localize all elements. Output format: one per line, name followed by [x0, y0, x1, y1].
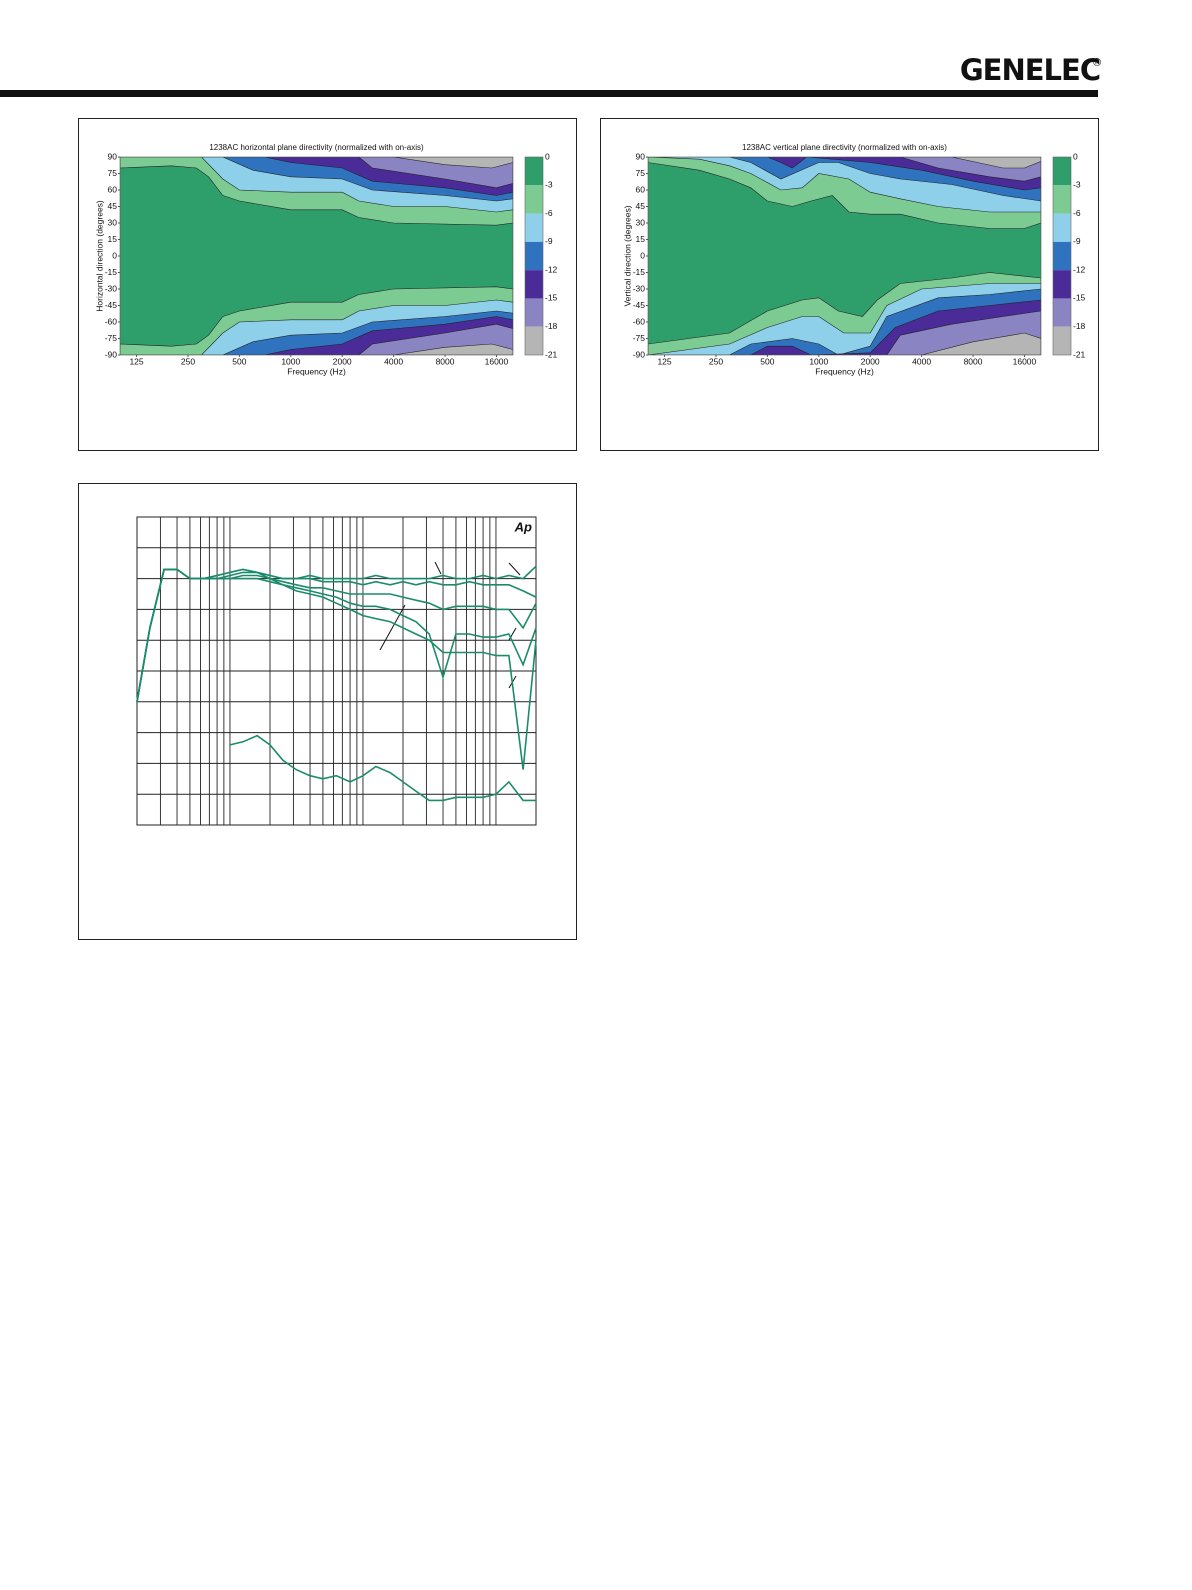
x-tick-label: 4000 [912, 356, 931, 366]
colorbar-label: -9 [1073, 236, 1081, 246]
panel [600, 118, 1099, 451]
colorbar-swatch [525, 241, 543, 271]
y-tick-label: 90 [108, 151, 118, 161]
x-tick-label: 125 [129, 356, 143, 366]
colorbar-label: -18 [545, 321, 558, 331]
y-tick-label: -60 [105, 316, 118, 326]
colorbar-frame [524, 156, 544, 356]
y-tick-label: -30 [633, 283, 646, 293]
colorbar-swatch [525, 270, 543, 299]
y-tick-label: -75 [633, 333, 646, 343]
x-axis-label: Frequency (Hz) [287, 366, 346, 376]
colorbar-label: -6 [1073, 208, 1081, 218]
chart-title: 1238AC horizontal plane directivity (nor… [209, 143, 424, 152]
colorbar-swatch [1053, 326, 1071, 355]
y-tick-label: 60 [108, 184, 118, 194]
colorbar-swatch [525, 326, 543, 355]
x-tick-label: 250 [181, 356, 195, 366]
x-tick-label: 4000 [384, 356, 403, 366]
colorbar-swatch [1053, 157, 1071, 186]
colorbar-label: 0 [1073, 151, 1078, 161]
x-tick-label: 16000 [485, 356, 509, 366]
colorbar-label: -3 [1073, 180, 1081, 190]
chart-title: 1238AC vertical plane directivity (norma… [742, 143, 947, 152]
x-tick-label: 8000 [964, 356, 983, 366]
colorbar-swatch [1053, 241, 1071, 271]
colorbar-label: -18 [1073, 321, 1086, 331]
colorbar-frame [1052, 156, 1072, 356]
y-tick-label: -15 [105, 267, 118, 277]
response-line [136, 568, 537, 770]
x-tick-label: 125 [657, 356, 671, 366]
header-rule [0, 90, 1098, 97]
colorbar-swatch [525, 213, 543, 242]
x-tick-label: 16000 [1013, 356, 1037, 366]
x-axis-label: Frequency (Hz) [815, 366, 874, 376]
y-tick-label: -15 [633, 267, 646, 277]
colorbar-swatch [525, 157, 543, 186]
colorbar-swatch [1053, 213, 1071, 242]
y-tick-label: -90 [633, 349, 646, 359]
colorbar-label: -6 [545, 208, 553, 218]
y-tick-label: -45 [633, 300, 646, 310]
logo: GENELEC [960, 53, 1100, 87]
y-tick-label: -90 [105, 349, 118, 359]
colorbar-label: -12 [545, 264, 558, 274]
y-tick-label: 45 [636, 201, 646, 211]
colorbar-swatch [1053, 298, 1071, 327]
colorbar-swatch [1053, 185, 1071, 214]
y-tick-label: 15 [108, 234, 118, 244]
y-tick-label: 75 [636, 168, 646, 178]
contour-band [393, 157, 513, 169]
y-tick-label: -45 [105, 300, 118, 310]
plot-frame [136, 516, 537, 826]
contour-band [921, 332, 1041, 355]
colorbar-swatch [525, 185, 543, 214]
y-tick-label: 45 [108, 201, 118, 211]
colorbar-label: -15 [1073, 293, 1086, 303]
x-tick-label: 500 [760, 356, 774, 366]
x-tick-label: 500 [232, 356, 246, 366]
contour-plot [120, 157, 513, 355]
y-tick-label: 60 [636, 184, 646, 194]
x-tick-label: 1000 [281, 356, 300, 366]
colorbar-swatch [1053, 270, 1071, 299]
x-tick-label: 2000 [333, 356, 352, 366]
y-tick-label: 15 [636, 234, 646, 244]
colorbar-label: -21 [1073, 349, 1086, 359]
y-tick-label: 90 [636, 151, 646, 161]
x-tick-label: 2000 [861, 356, 880, 366]
colorbar-label: -9 [545, 236, 553, 246]
response-line [229, 734, 536, 802]
colorbar-label: -15 [545, 293, 558, 303]
x-tick-label: 8000 [436, 356, 455, 366]
logo-mark: ® [1093, 57, 1101, 69]
y-tick-label: 30 [108, 217, 118, 227]
y-tick-label: -60 [633, 316, 646, 326]
x-tick-label: 250 [709, 356, 723, 366]
y-tick-label: 75 [108, 168, 118, 178]
y-axis-label: Vertical direction (degrees) [622, 205, 632, 306]
colorbar-label: -12 [1073, 264, 1086, 274]
y-tick-label: -30 [105, 283, 118, 293]
colorbar-swatch [525, 298, 543, 327]
y-tick-label: 30 [636, 217, 646, 227]
colorbar-label: 0 [545, 151, 550, 161]
annotation: Ap [514, 519, 532, 534]
colorbar-label: -3 [545, 180, 553, 190]
colorbar-label: -21 [545, 349, 558, 359]
y-tick-label: 0 [112, 250, 117, 260]
y-axis-label: Horizontal direction (degrees) [94, 200, 104, 312]
panel [78, 118, 577, 451]
y-tick-label: -75 [105, 333, 118, 343]
contour-band [393, 343, 513, 355]
y-tick-label: 0 [640, 250, 645, 260]
contour-plot [648, 157, 1041, 355]
x-tick-label: 1000 [809, 356, 828, 366]
panel [78, 483, 577, 940]
contour-band [951, 157, 1041, 169]
